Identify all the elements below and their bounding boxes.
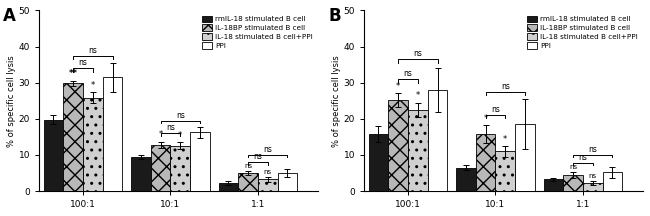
- Bar: [456, 168, 476, 191]
- Bar: [408, 110, 428, 191]
- Bar: [583, 183, 603, 191]
- Text: *: *: [503, 135, 508, 144]
- Bar: [63, 83, 83, 191]
- Text: *: *: [178, 131, 183, 140]
- Bar: [44, 119, 63, 191]
- Bar: [239, 173, 258, 191]
- Bar: [190, 132, 210, 191]
- Text: ns: ns: [263, 145, 272, 154]
- Text: A: A: [3, 7, 16, 25]
- Text: ns: ns: [578, 153, 588, 162]
- Text: ns: ns: [79, 58, 87, 67]
- Text: ns: ns: [88, 46, 98, 54]
- Text: ns: ns: [264, 170, 272, 175]
- Bar: [278, 173, 297, 191]
- Bar: [564, 175, 583, 191]
- Text: ns: ns: [244, 163, 252, 169]
- Text: *: *: [396, 82, 400, 91]
- Text: *: *: [159, 130, 162, 139]
- Legend: rmIL-18 stimulated B cell, IL-18BP stimulated B cell, IL-18 stimulated B cell+PP: rmIL-18 stimulated B cell, IL-18BP stimu…: [201, 14, 315, 50]
- Text: ns: ns: [176, 111, 185, 119]
- Text: ns: ns: [404, 69, 412, 78]
- Bar: [388, 100, 408, 191]
- Bar: [476, 134, 495, 191]
- Bar: [151, 145, 170, 191]
- Bar: [218, 183, 239, 191]
- Text: ns: ns: [501, 82, 510, 91]
- Bar: [170, 146, 190, 191]
- Bar: [103, 77, 122, 191]
- Text: *: *: [484, 114, 488, 123]
- Text: B: B: [328, 7, 341, 25]
- Bar: [258, 179, 278, 191]
- Y-axis label: % of specific cell lysis: % of specific cell lysis: [332, 55, 341, 147]
- Text: ns: ns: [254, 152, 263, 161]
- Text: ns: ns: [166, 123, 175, 132]
- Text: ns: ns: [569, 164, 577, 170]
- Text: ns: ns: [588, 145, 597, 154]
- Text: **: **: [69, 69, 77, 78]
- Bar: [515, 124, 535, 191]
- Text: *: *: [416, 91, 420, 100]
- Text: *: *: [91, 81, 95, 90]
- Bar: [543, 179, 564, 191]
- Bar: [369, 134, 388, 191]
- Y-axis label: % of specific cell lysis: % of specific cell lysis: [7, 55, 16, 147]
- Bar: [83, 98, 103, 191]
- Bar: [428, 90, 447, 191]
- Text: ns: ns: [491, 105, 500, 114]
- Text: ns: ns: [413, 49, 423, 58]
- Bar: [603, 172, 622, 191]
- Bar: [495, 151, 515, 191]
- Text: ns: ns: [589, 173, 597, 179]
- Legend: rmIL-18 stimulated B cell, IL-18BP stimulated B cell, IL-18 stimulated B cell+PP: rmIL-18 stimulated B cell, IL-18BP stimu…: [526, 14, 640, 50]
- Bar: [131, 157, 151, 191]
